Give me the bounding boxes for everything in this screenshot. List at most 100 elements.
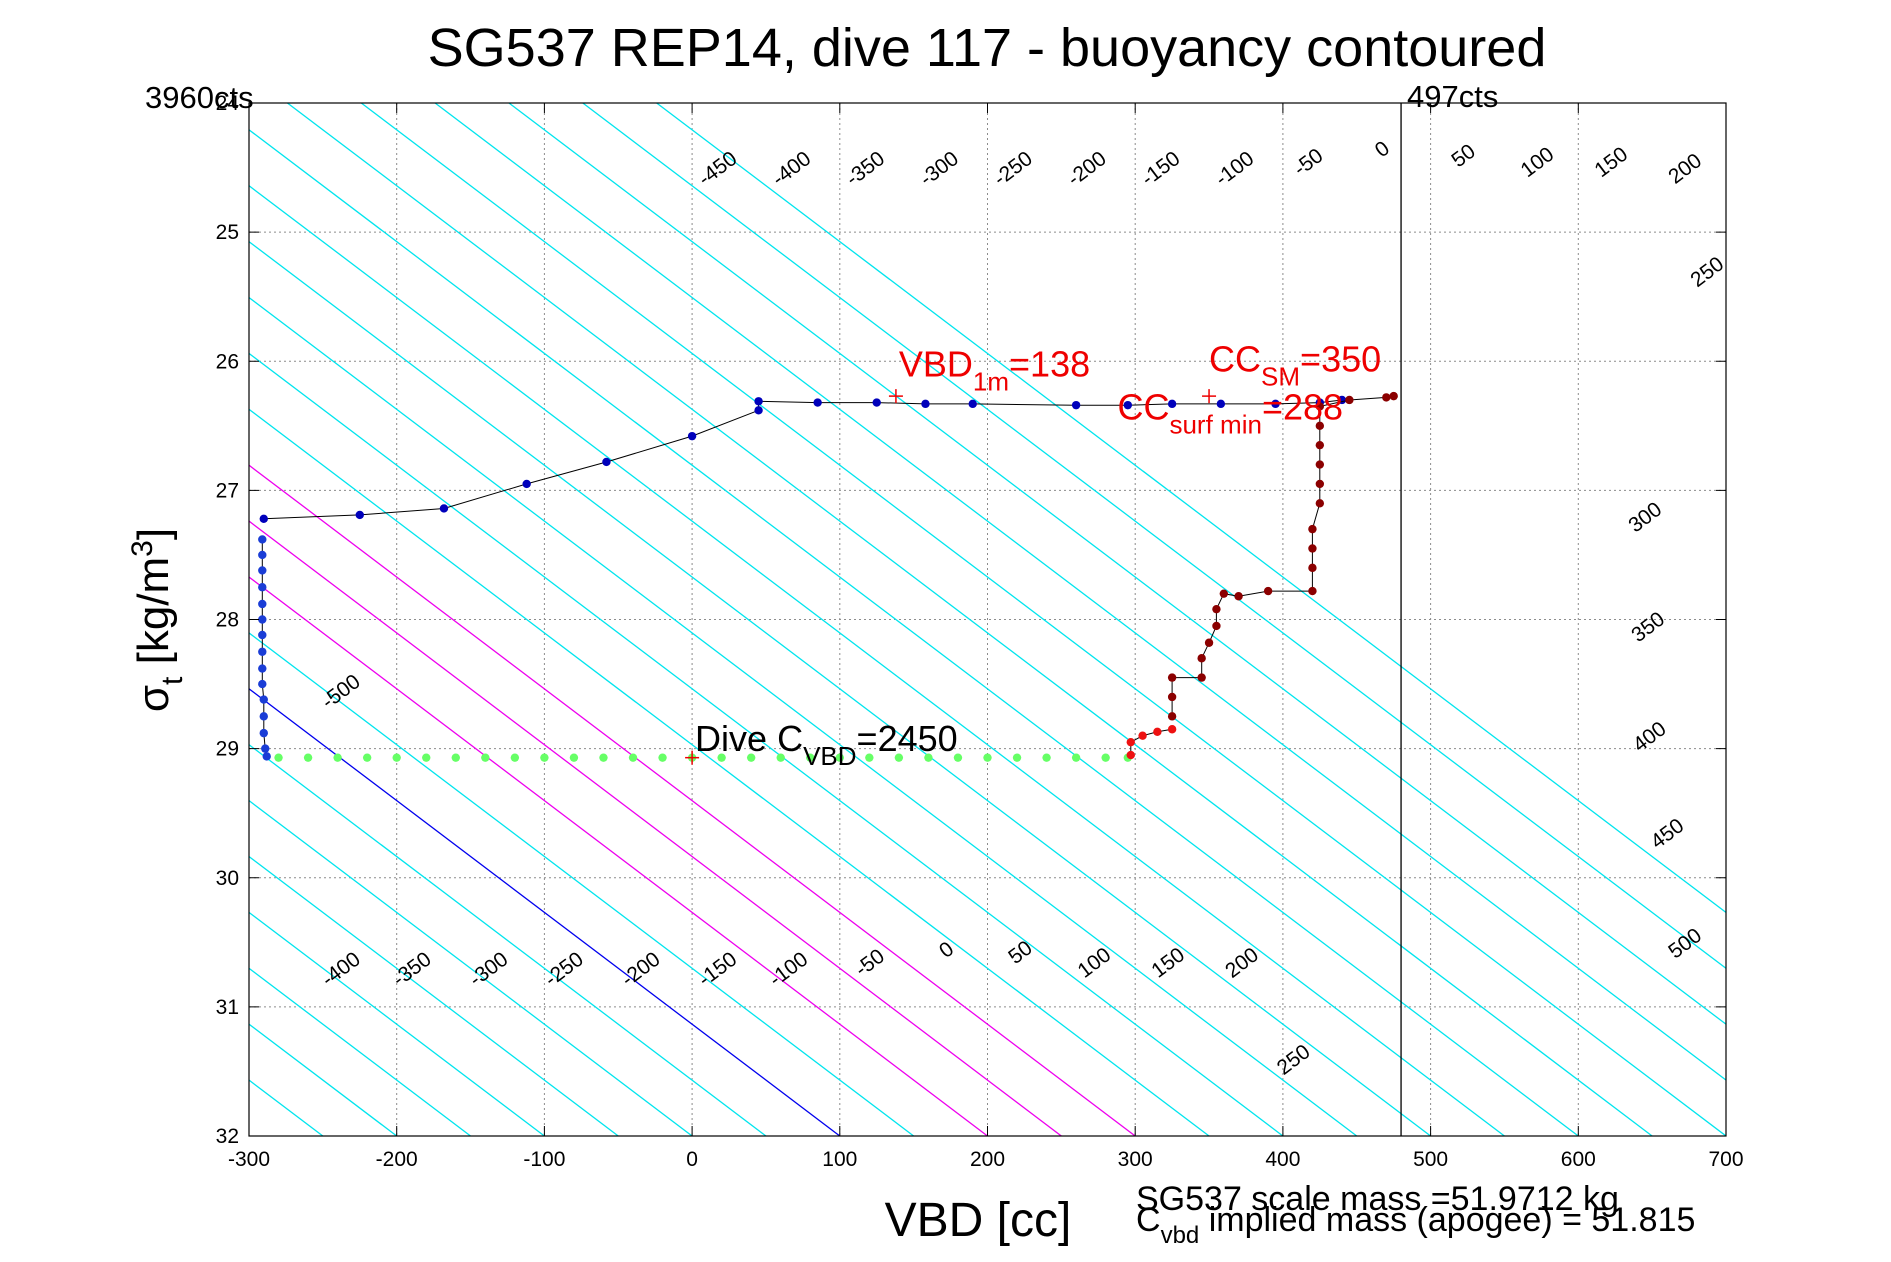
y-axis-label-sub: t bbox=[156, 676, 189, 685]
data-point bbox=[1126, 750, 1135, 760]
data-point bbox=[1308, 563, 1317, 573]
data-point bbox=[333, 753, 342, 762]
contour-line bbox=[508, 103, 1726, 1026]
data-point bbox=[983, 753, 992, 762]
annotation-vbd-1m: VBD1m=138 bbox=[899, 344, 1090, 397]
data-point bbox=[1167, 399, 1177, 409]
data-point bbox=[1212, 621, 1221, 631]
x-tick-label: -200 bbox=[376, 1148, 418, 1171]
y-tick-label: 31 bbox=[216, 996, 239, 1019]
data-point bbox=[746, 753, 756, 762]
contour-line bbox=[249, 799, 693, 1136]
data-point bbox=[872, 398, 881, 407]
data-point bbox=[422, 753, 431, 762]
y-axis-label-sup: 3 bbox=[126, 540, 159, 557]
footer-implied-sub: vbd bbox=[1161, 1222, 1200, 1249]
data-point bbox=[599, 753, 608, 762]
contour-line bbox=[434, 103, 1726, 1081]
data-point bbox=[1138, 731, 1147, 740]
data-point bbox=[258, 550, 267, 560]
data-point bbox=[569, 753, 579, 762]
contour-line bbox=[287, 103, 1653, 1136]
data-point bbox=[1042, 753, 1051, 762]
data-point bbox=[481, 753, 490, 762]
data-point bbox=[658, 753, 667, 762]
annotation-cc-surf-min-subscript: surf min bbox=[1169, 409, 1261, 439]
x-tick-label: 0 bbox=[686, 1148, 698, 1171]
data-point bbox=[1167, 692, 1177, 702]
annotation-cc-sm-value: =350 bbox=[1300, 339, 1381, 380]
contour-line bbox=[249, 240, 1431, 1136]
y-axis-label-main: σ bbox=[129, 685, 178, 712]
data-point bbox=[258, 615, 267, 624]
data-point bbox=[439, 504, 449, 513]
data-point bbox=[355, 510, 364, 520]
data-point bbox=[1345, 395, 1354, 405]
contour-line bbox=[249, 743, 767, 1136]
buoyancy-contours bbox=[249, 103, 1726, 1136]
data-point bbox=[1315, 440, 1325, 450]
data-point bbox=[921, 399, 930, 409]
data-point bbox=[262, 752, 271, 761]
x-tick-label: 700 bbox=[1708, 1148, 1743, 1171]
data-point bbox=[259, 514, 268, 523]
data-point bbox=[813, 398, 822, 407]
data-point bbox=[776, 753, 785, 762]
data-point bbox=[1071, 753, 1081, 762]
data-point bbox=[1308, 524, 1317, 534]
y-tick-label: 25 bbox=[216, 221, 239, 244]
y-tick-label-top: 24 bbox=[216, 92, 240, 115]
contour-line bbox=[249, 911, 545, 1136]
contour-line bbox=[249, 855, 619, 1136]
data-point bbox=[1071, 400, 1081, 410]
data-point bbox=[1389, 391, 1398, 401]
data-point bbox=[953, 753, 963, 762]
data-point bbox=[1271, 399, 1280, 409]
contour-line bbox=[656, 103, 1726, 914]
data-point bbox=[1204, 638, 1214, 647]
y-tick-label: 26 bbox=[216, 350, 239, 373]
data-point bbox=[303, 753, 313, 762]
x-tick-label: 600 bbox=[1561, 1148, 1596, 1171]
contour-line-zero bbox=[249, 687, 841, 1136]
data-point bbox=[1315, 421, 1325, 431]
annotation-cc-sm-subscript: SM bbox=[1261, 362, 1300, 392]
corner-label-left: 3960cts bbox=[145, 80, 254, 115]
data-point bbox=[1012, 753, 1022, 762]
x-axis-label: VBD [cc] bbox=[885, 1194, 1072, 1247]
contour-line bbox=[249, 520, 1062, 1136]
x-tick-label: -300 bbox=[228, 1148, 270, 1171]
axis-ticks: -300 -200 -100 0 100 200 300 400 500 600 700 25 26 27… bbox=[216, 92, 1744, 1171]
data-point bbox=[362, 753, 372, 762]
data-point bbox=[1382, 393, 1391, 402]
data-point bbox=[258, 583, 267, 592]
data-point bbox=[258, 599, 267, 609]
data-point bbox=[274, 753, 283, 762]
x-tick-label: 100 bbox=[822, 1148, 857, 1171]
contour-line bbox=[249, 184, 1505, 1136]
contour-line bbox=[582, 103, 1726, 970]
data-point bbox=[1308, 586, 1317, 596]
data-point bbox=[1167, 673, 1177, 682]
data-point bbox=[1101, 753, 1110, 762]
x-tick-label: 500 bbox=[1413, 1148, 1448, 1171]
data-point bbox=[258, 535, 267, 544]
y-tick-label: 32 bbox=[216, 1125, 239, 1148]
annotation-dive-cvbd-base: Dive C bbox=[695, 718, 803, 759]
data-point bbox=[522, 479, 531, 489]
y-axis-label-end: ] bbox=[129, 528, 178, 540]
data-point bbox=[924, 753, 933, 762]
contour-line bbox=[249, 352, 1284, 1136]
markers bbox=[685, 389, 1217, 765]
data-point bbox=[806, 753, 815, 762]
data-point bbox=[261, 744, 270, 753]
data-point bbox=[1212, 604, 1221, 614]
data-point bbox=[1308, 544, 1317, 553]
data-point bbox=[865, 753, 874, 762]
x-tick-label: -100 bbox=[523, 1148, 565, 1171]
annotation-cc-sm-base: CC bbox=[1209, 339, 1261, 380]
data-point bbox=[258, 566, 267, 575]
